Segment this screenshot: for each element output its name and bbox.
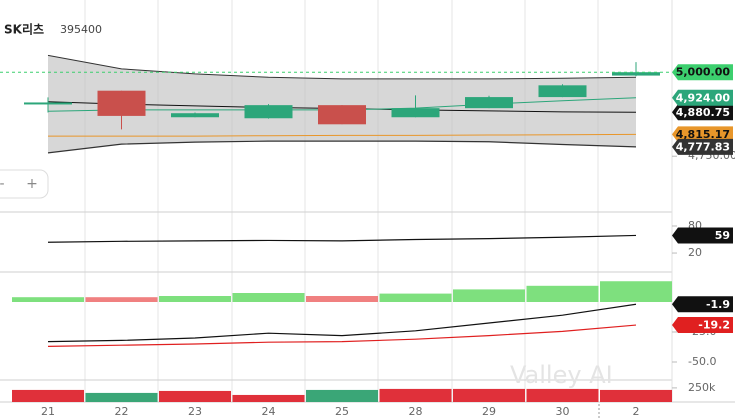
histogram-bar xyxy=(306,296,378,302)
candle-body xyxy=(465,97,513,109)
price-tag-label: 4,924.00 xyxy=(676,91,731,104)
line xyxy=(47,54,637,80)
histogram-bar xyxy=(453,289,525,302)
price-tag-label: 4,880.75 xyxy=(676,106,730,119)
zoom-in[interactable]: + xyxy=(26,176,38,192)
price-tag-label: 4,815.17 xyxy=(676,128,730,141)
x-tick-label: 24 xyxy=(262,405,276,418)
histogram-bar xyxy=(12,297,84,302)
histogram-bar xyxy=(526,285,599,302)
line xyxy=(47,140,637,154)
volume-bar xyxy=(379,388,452,402)
x-tick-label: 23 xyxy=(188,405,202,418)
watermark: Valley AI xyxy=(510,361,613,389)
histogram-bar xyxy=(379,293,452,302)
y-tick-label: -50.0 xyxy=(688,355,716,368)
x-tick-label: 29 xyxy=(482,405,496,418)
histogram-bar xyxy=(600,281,672,302)
y-tick-label: 20 xyxy=(688,246,702,259)
y-tick-label: 250k xyxy=(688,381,716,394)
candle-body xyxy=(171,113,219,118)
candle-body xyxy=(244,105,293,119)
candle-body xyxy=(318,105,366,125)
line xyxy=(47,324,637,347)
volume-bar xyxy=(85,392,158,402)
price-tag xyxy=(672,89,733,106)
histogram-bar xyxy=(232,293,305,302)
x-tick-label: 28 xyxy=(409,405,423,418)
line xyxy=(47,234,637,243)
histogram-bar xyxy=(85,297,158,302)
price-tag xyxy=(672,227,733,244)
zoom-control: - + xyxy=(0,169,49,199)
chart-title: SK리츠 xyxy=(4,22,44,37)
x-tick-label: 30 xyxy=(556,405,570,418)
candle-body xyxy=(538,85,587,98)
candle-body xyxy=(612,72,660,76)
plot: 4,750.004,880.754,924.004,815.174,777.83… xyxy=(0,54,735,402)
band-area xyxy=(48,55,636,153)
x-tick-label: 22 xyxy=(115,405,129,418)
price-tag xyxy=(672,138,733,155)
volume-bar xyxy=(526,388,599,402)
candle-body xyxy=(391,108,440,118)
price-tag xyxy=(672,126,733,143)
volume-bar xyxy=(306,389,378,402)
line xyxy=(48,133,637,137)
volume-bar xyxy=(453,388,525,402)
volume-bar xyxy=(600,389,672,402)
price-tag xyxy=(672,104,733,121)
price-tag-label: 4,777.83 xyxy=(676,140,730,153)
price-tag xyxy=(672,64,733,81)
price-tag-label: -19.2 xyxy=(698,319,730,332)
candle-body xyxy=(97,90,146,116)
candle-body xyxy=(24,102,72,105)
zoom-box xyxy=(0,169,49,199)
volume-bar xyxy=(12,389,84,402)
volume-bar xyxy=(159,390,231,402)
histogram-bar xyxy=(159,296,231,302)
line xyxy=(47,303,637,343)
volume-bar xyxy=(232,394,305,402)
price-tag-label: -1.9 xyxy=(706,298,730,311)
price-tag xyxy=(672,317,733,334)
x-tick-label: 21 xyxy=(41,405,55,418)
price-tag-label: 59 xyxy=(715,229,730,242)
x-tick-label: 2 xyxy=(633,405,640,418)
x-tick-label: 25 xyxy=(335,405,349,418)
price-tag xyxy=(672,296,733,313)
price-tag-label: 5,000.00 xyxy=(676,66,731,79)
zoom-out[interactable]: - xyxy=(0,176,5,192)
chart-subtitle: 395400 xyxy=(60,23,102,36)
